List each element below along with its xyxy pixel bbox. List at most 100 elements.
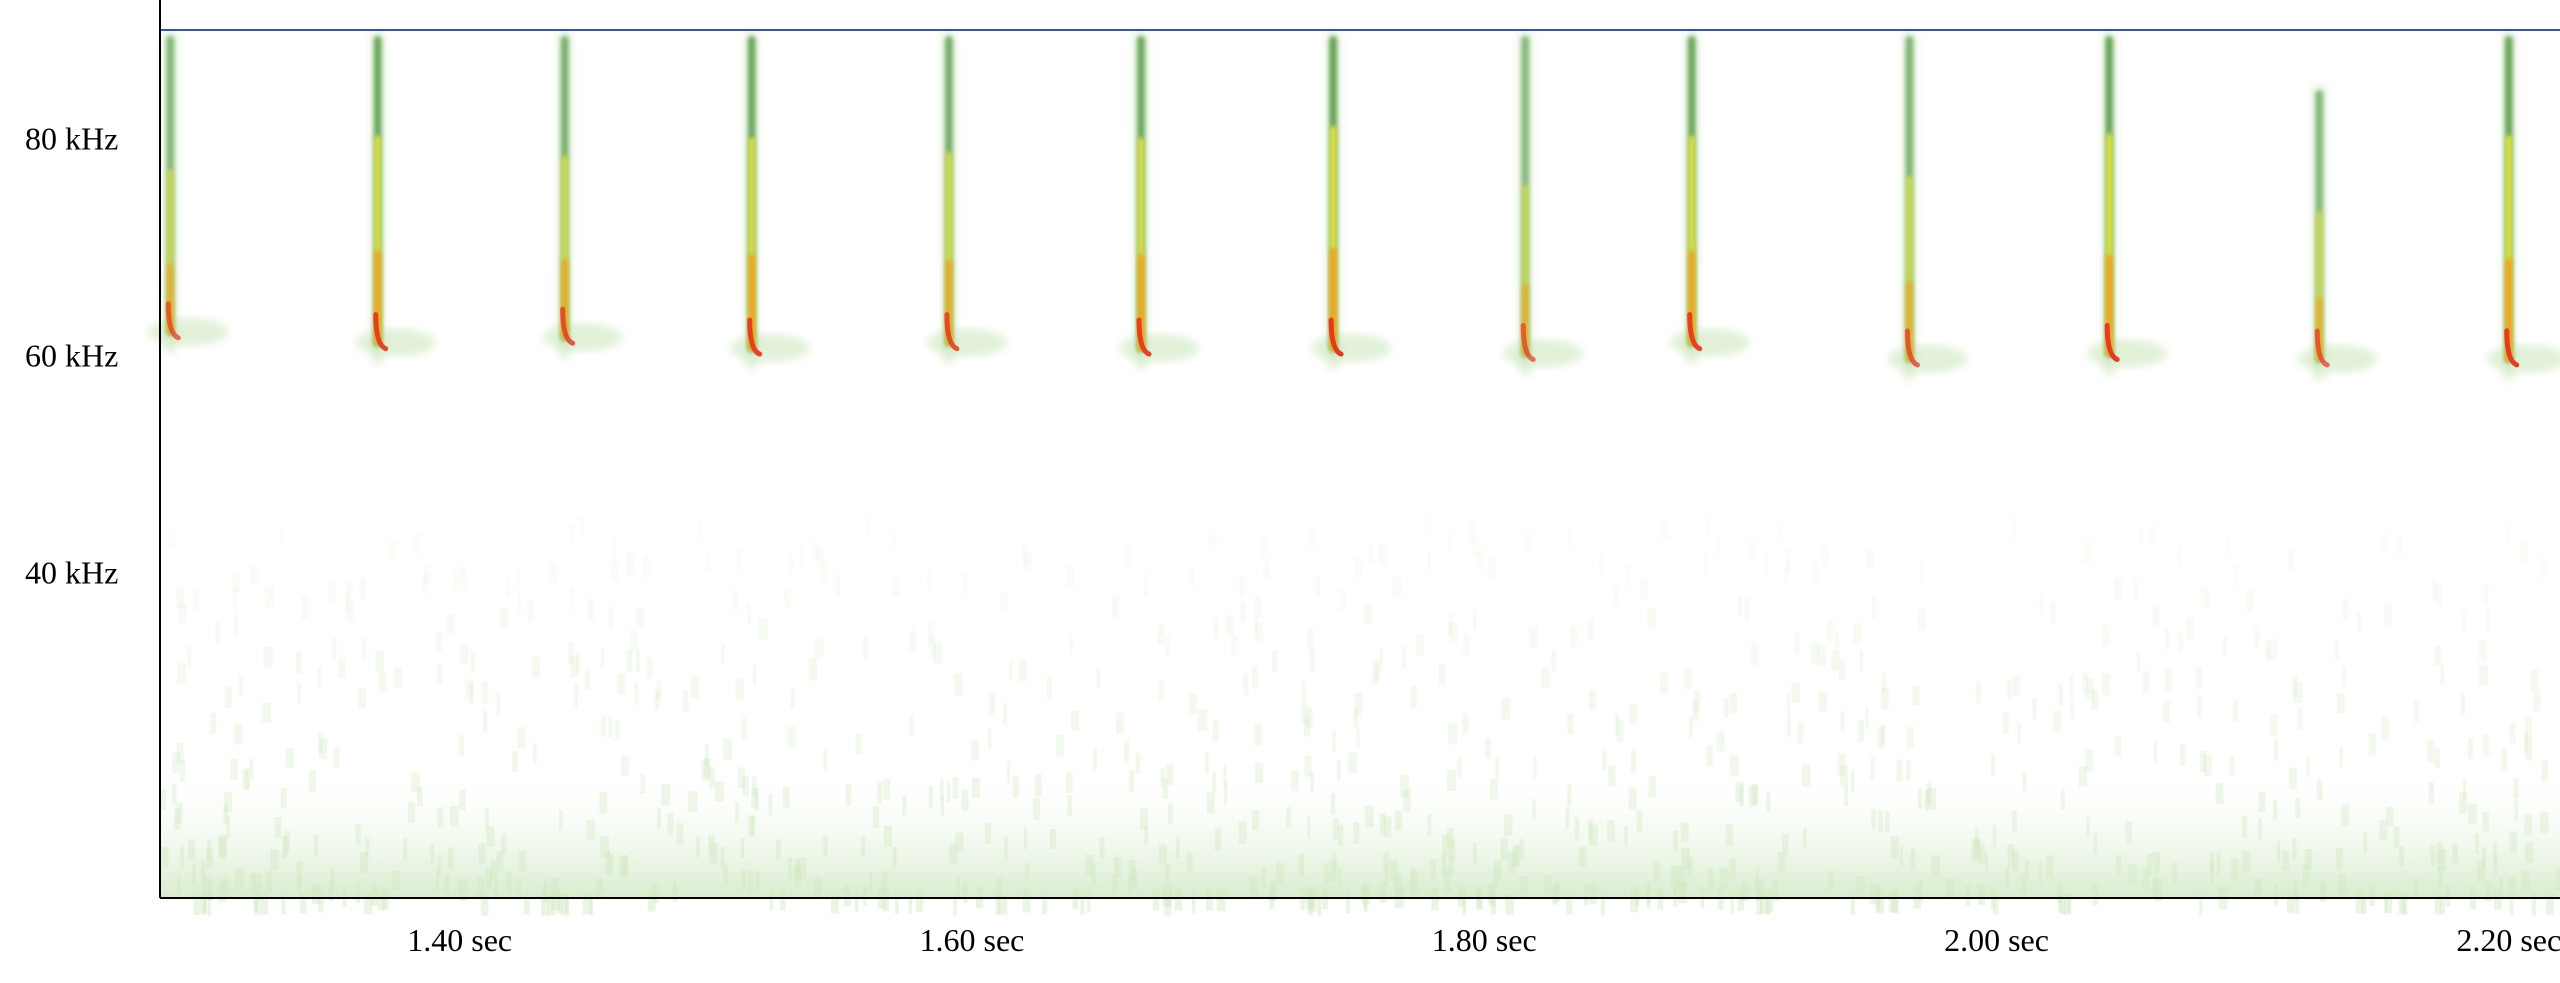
noise-speck	[490, 860, 498, 881]
noise-speck	[2288, 549, 2294, 571]
noise-speck	[2475, 833, 2479, 854]
noise-speck	[1687, 856, 1693, 878]
noise-speck	[940, 779, 944, 801]
noise-speck	[1838, 659, 1845, 681]
noise-speck	[200, 860, 206, 881]
noise-speck	[422, 573, 428, 595]
noise-speck	[2478, 664, 2488, 686]
noise-speck	[2336, 693, 2345, 714]
noise-speck	[494, 879, 499, 901]
noise-speck	[2414, 700, 2419, 722]
noise-speck	[2210, 862, 2215, 884]
noise-speck	[516, 878, 521, 900]
noise-speck	[176, 587, 184, 608]
noise-speck	[2231, 858, 2239, 881]
noise-speck	[956, 874, 960, 896]
noise-speck	[927, 569, 932, 591]
noise-speck	[1681, 847, 1690, 869]
noise-speck	[561, 894, 570, 916]
noise-speck	[933, 642, 942, 665]
noise-speck	[1206, 889, 1213, 911]
noise-speck	[218, 834, 228, 857]
noise-speck	[1166, 764, 1174, 785]
noise-speck	[2381, 717, 2390, 740]
noise-speck	[1208, 530, 1218, 551]
noise-speck	[437, 855, 442, 876]
noise-speck	[2305, 756, 2310, 777]
noise-speck	[342, 886, 347, 907]
pulse-11	[2087, 30, 2168, 376]
noise-speck	[1308, 889, 1317, 912]
noise-speck	[1629, 703, 1637, 724]
noise-speck	[2435, 583, 2443, 606]
noise-speck	[1505, 894, 1514, 915]
noise-speck	[1216, 890, 1226, 912]
noise-speck	[1730, 893, 1734, 915]
noise-speck	[436, 631, 443, 652]
noise-floor	[160, 514, 2560, 916]
noise-speck	[2032, 697, 2037, 720]
pulse-terminal	[1687, 312, 1703, 352]
noise-speck	[392, 870, 400, 891]
noise-speck	[1493, 866, 1499, 887]
noise-speck	[2509, 831, 2517, 854]
noise-speck	[854, 891, 859, 913]
noise-speck	[318, 732, 323, 754]
noise-speck	[1906, 759, 1911, 781]
noise-speck	[249, 563, 258, 585]
noise-speck	[2478, 640, 2487, 662]
noise-speck	[2233, 565, 2238, 587]
noise-speck	[1500, 838, 1508, 861]
noise-speck	[636, 607, 644, 628]
noise-speck	[1323, 862, 1329, 884]
noise-speck	[1128, 875, 1132, 896]
noise-speck	[523, 893, 530, 915]
noise-speck	[1891, 891, 1899, 914]
noise-speck	[1512, 846, 1519, 867]
noise-speck	[2046, 855, 2053, 878]
noise-speck	[776, 839, 781, 861]
noise-speck	[1501, 698, 1511, 720]
noise-speck	[2531, 893, 2537, 916]
noise-speck	[701, 759, 710, 781]
noise-speck	[403, 837, 407, 860]
noise-speck	[365, 837, 370, 859]
noise-speck	[654, 689, 659, 710]
noise-speck	[2462, 779, 2466, 800]
noise-speck	[1255, 597, 1262, 618]
noise-speck	[411, 772, 420, 793]
noise-speck	[1899, 845, 1903, 867]
noise-speck	[2163, 700, 2170, 723]
noise-speck	[1477, 885, 1481, 908]
noise-speck	[1448, 723, 1457, 745]
noise-speck	[2254, 877, 2262, 900]
noise-speck	[1271, 650, 1278, 672]
noise-speck	[1442, 834, 1450, 857]
noise-speck	[193, 893, 200, 915]
noise-speck	[346, 599, 354, 621]
noise-speck	[823, 749, 828, 771]
noise-speck	[2499, 877, 2503, 898]
noise-speck	[835, 574, 841, 597]
noise-speck	[800, 543, 804, 565]
noise-speck	[1394, 873, 1403, 895]
noise-speck	[1212, 719, 1219, 742]
noise-speck	[1111, 595, 1120, 618]
noise-speck	[2063, 893, 2072, 915]
noise-speck	[714, 781, 724, 802]
noise-speck	[279, 524, 283, 545]
pulse-terminal	[165, 301, 181, 341]
noise-speck	[2287, 892, 2294, 913]
noise-speck	[812, 540, 819, 562]
noise-speck	[1378, 543, 1387, 565]
noise-speck	[2393, 826, 2400, 848]
noise-speck	[902, 795, 907, 816]
noise-speck	[312, 883, 321, 904]
noise-speck	[1608, 765, 1616, 787]
pulse-tail	[1311, 334, 1392, 363]
noise-speck	[253, 890, 259, 912]
y-tick-label: 80 kHz	[25, 121, 118, 157]
noise-speck	[1003, 703, 1008, 725]
noise-speck	[1331, 730, 1336, 752]
noise-speck	[883, 825, 892, 847]
